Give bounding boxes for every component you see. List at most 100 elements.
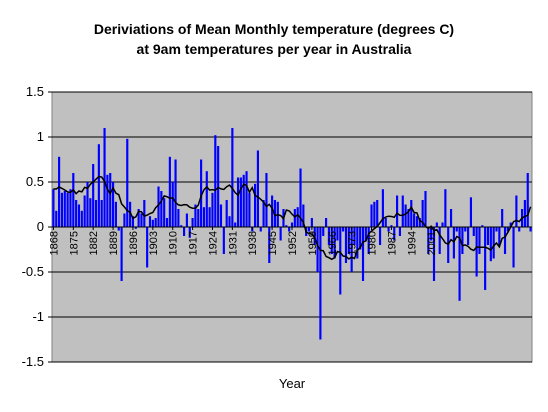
bar (472, 227, 475, 236)
y-tick-label: 0 (37, 219, 44, 234)
bar (359, 227, 362, 250)
bar (413, 213, 416, 227)
bar (265, 173, 268, 227)
bar (489, 227, 492, 262)
bar (92, 164, 95, 227)
bar (66, 192, 69, 227)
bar (60, 192, 64, 227)
bar (486, 227, 490, 245)
bar (518, 227, 521, 232)
bar (106, 174, 109, 227)
bar (58, 156, 61, 227)
bar (373, 201, 376, 227)
bar (126, 138, 129, 227)
x-tick-label: 1868 (48, 231, 60, 255)
bar (342, 227, 345, 232)
bar (160, 191, 163, 227)
bar (217, 146, 220, 227)
bar (464, 227, 467, 232)
bar (339, 227, 342, 295)
bar (307, 227, 311, 232)
bar (441, 222, 444, 227)
bar (396, 195, 399, 227)
bar (225, 200, 228, 227)
bar (157, 186, 160, 227)
trend-line-group (53, 175, 532, 261)
bar (279, 227, 282, 241)
bar (94, 200, 98, 227)
bar (361, 227, 365, 281)
bar (449, 209, 453, 227)
bar (370, 204, 373, 227)
bar (256, 150, 259, 227)
bar (80, 210, 83, 227)
x-tick-label: 1952 (287, 231, 299, 255)
bar (293, 209, 296, 227)
bar (313, 227, 316, 245)
bar (143, 200, 146, 227)
x-tick-label: 1973 (347, 231, 359, 255)
bar (137, 209, 140, 227)
bar (191, 218, 194, 227)
bar (523, 200, 526, 227)
x-axis-ticks: 1868 1875 1882 1889 1896 1903 1910 1917 1924 1931… (48, 227, 438, 255)
bar (302, 204, 305, 227)
bar (134, 227, 137, 229)
bar (415, 216, 419, 227)
bar (177, 209, 180, 227)
bar (458, 227, 461, 301)
bar (163, 198, 166, 227)
bar (481, 225, 484, 227)
bar (330, 227, 333, 254)
x-tick-label: 1938 (247, 231, 259, 255)
bar (435, 222, 438, 227)
bar (347, 227, 350, 254)
bar (259, 227, 262, 232)
bar (123, 213, 126, 227)
bar (148, 216, 152, 227)
bar (512, 227, 515, 268)
bar (131, 216, 135, 227)
bar (367, 227, 370, 254)
bar (72, 173, 75, 227)
bar (407, 209, 410, 227)
bar (467, 227, 470, 245)
bar (492, 227, 495, 259)
bar (478, 227, 481, 254)
bar (475, 227, 478, 277)
bar (165, 218, 169, 227)
y-tick-label: 1.5 (26, 84, 44, 99)
bar (214, 135, 217, 227)
bar (452, 227, 455, 259)
bar (378, 227, 382, 245)
bar (353, 227, 356, 245)
bar (484, 227, 487, 290)
bar (151, 219, 154, 227)
bar (393, 227, 396, 241)
x-tick-label: 1966 (327, 231, 339, 255)
bar (222, 227, 225, 254)
gridlines (52, 91, 532, 363)
bar (381, 189, 384, 227)
bar (146, 227, 149, 268)
bar (327, 227, 330, 245)
bar (114, 201, 117, 227)
bar (418, 218, 421, 227)
bar (325, 218, 328, 227)
bar (154, 218, 157, 227)
bar (174, 159, 177, 227)
bar (444, 189, 447, 227)
bar (438, 227, 441, 254)
x-tick-label: 1994 (406, 231, 418, 255)
bar (364, 227, 367, 241)
bar (356, 227, 359, 259)
x-tick-label: 1917 (188, 231, 200, 255)
bar (350, 227, 353, 272)
bar (69, 189, 72, 227)
bar (248, 192, 251, 227)
x-tick-label: 1987 (386, 231, 398, 255)
bar (390, 225, 393, 227)
bar (245, 171, 248, 227)
